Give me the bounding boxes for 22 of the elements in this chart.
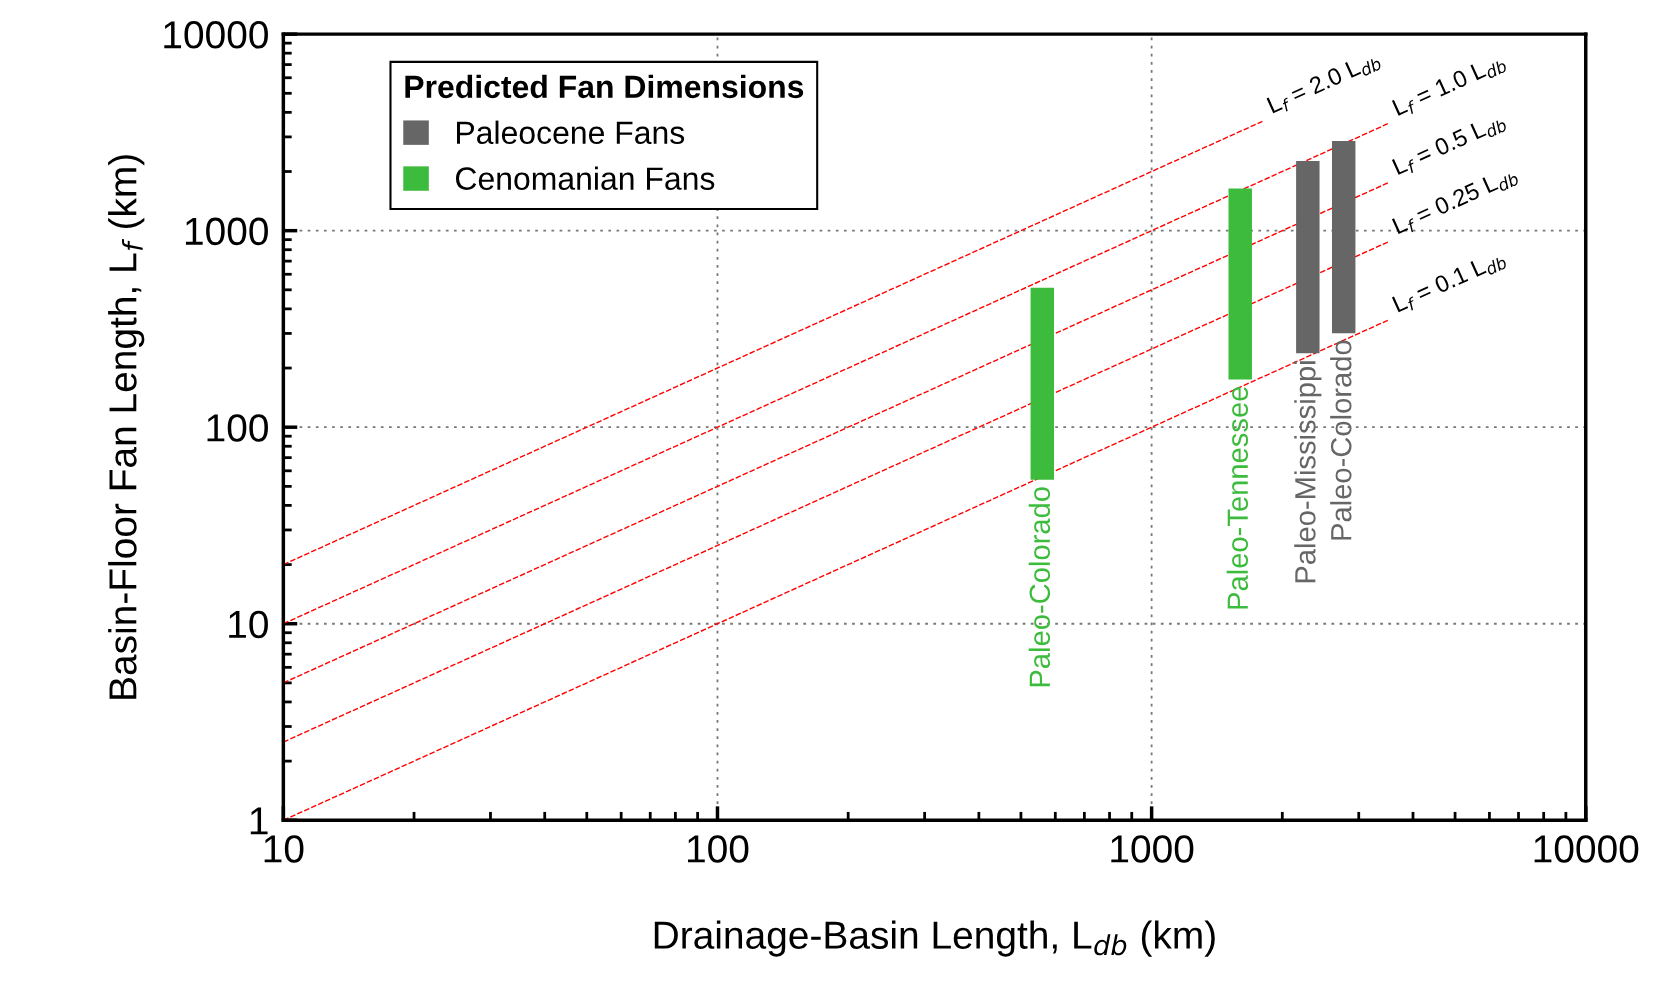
text: L$_{f}$ = 0.1 L$_{db}$ — [1391, 248, 1508, 316]
x-tick-label: 10 — [264, 835, 304, 863]
data-label: Paleo-Mississippi — [1294, 361, 1322, 583]
y-tick-label: 100 — [207, 414, 268, 442]
y-tick-label: 10000 — [164, 21, 268, 49]
legend-title: Predicted Fan Dimensions — [405, 74, 804, 99]
data-label: Paleo-Colorado — [1028, 487, 1051, 687]
y-tick-label: 1 — [250, 807, 268, 835]
data-label: Paleo-Tennessee — [1226, 386, 1249, 609]
text: L$_{f}$ = 1.0 L$_{db}$ — [1391, 52, 1508, 120]
text: L$_{f}$ = 0.5 L$_{db}$ — [1391, 118, 1508, 175]
legend-label: Paleocene Fans — [457, 120, 685, 145]
x-tick-label: 100 — [688, 835, 749, 863]
x-tick-label: 1000 — [1111, 835, 1194, 863]
x-axis-title: Drainage-Basin Length, L$_{db}$ (km) — [654, 920, 1215, 957]
legend-label: Cenomanian Fans — [456, 166, 715, 190]
x-tick-label: 10000 — [1534, 835, 1639, 863]
y-tick-label: 10 — [229, 610, 268, 639]
text: L$_{f}$ = 2.0 L$_{db}$ — [1266, 49, 1383, 117]
y-tick-label: 1000 — [185, 217, 268, 246]
data-label: Paleo-Colorado — [1330, 340, 1352, 540]
y-axis-title: Basin-Floor Fan Length, L$_{f}$ (km) — [108, 155, 145, 699]
